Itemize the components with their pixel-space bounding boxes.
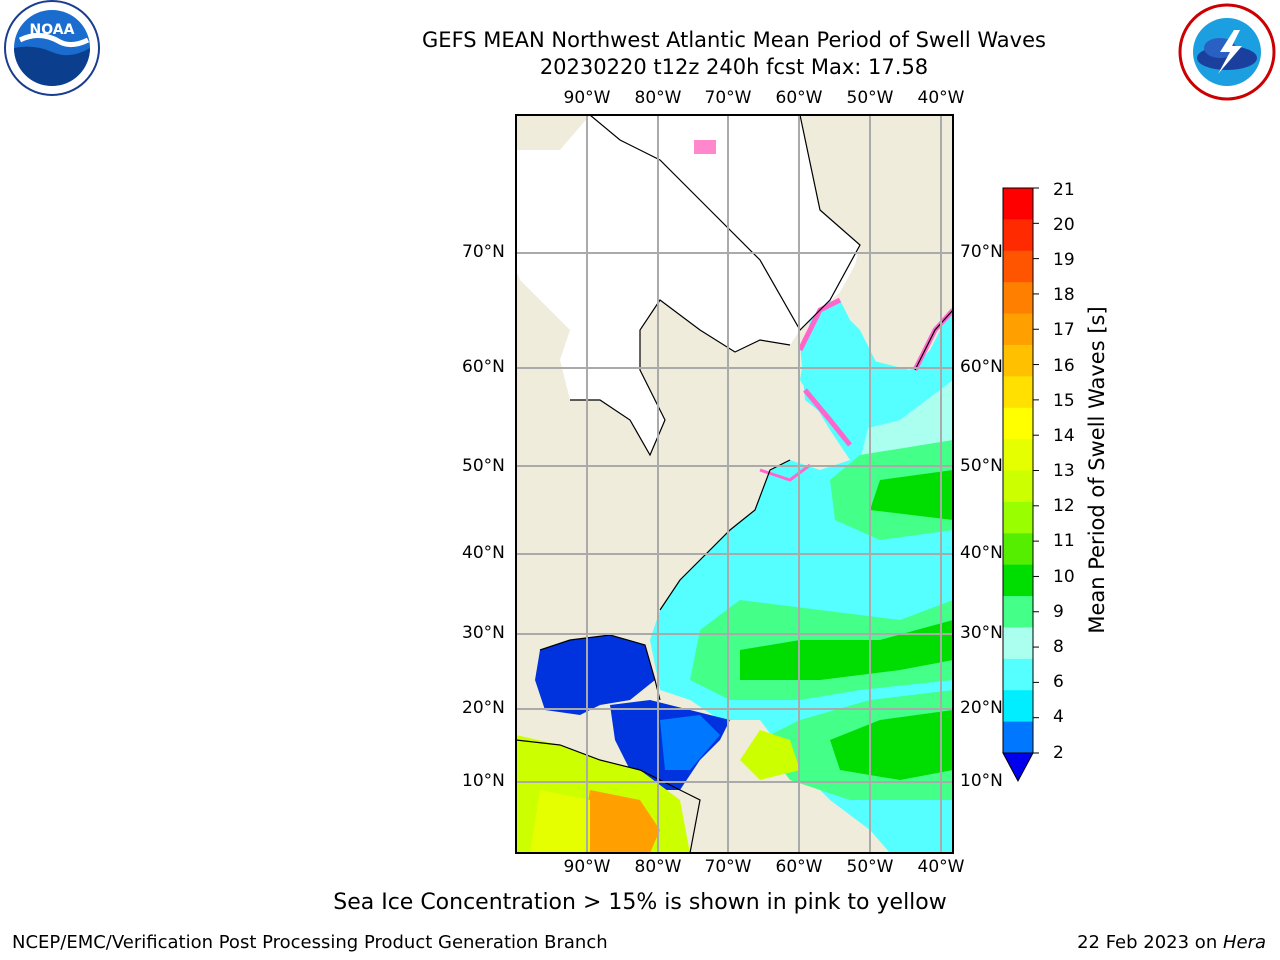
ice-note: Sea Ice Concentration > 15% is shown in …	[333, 890, 947, 915]
colorbar-tick: 16	[1053, 356, 1075, 376]
colorbar-tick: 21	[1053, 180, 1075, 200]
colorbar-segment	[1003, 376, 1033, 409]
lon-label-bottom: 40°W	[917, 857, 965, 877]
colorbar-segment	[1003, 627, 1033, 660]
lat-label-right: 70°N	[960, 242, 1003, 262]
colorbar-segment	[1003, 407, 1033, 440]
lon-label-top: 50°W	[846, 88, 894, 108]
colorbar-segment	[1003, 501, 1033, 534]
colorbar-segment	[1003, 596, 1033, 628]
lat-label-left: 10°N	[462, 771, 505, 791]
lon-label-top: 40°W	[917, 88, 965, 108]
lat-label-left: 60°N	[462, 357, 505, 377]
colorbar-tick: 2	[1053, 743, 1064, 763]
colorbar-segment	[1003, 219, 1033, 252]
colorbar-segment	[1003, 721, 1033, 754]
map-frame	[515, 114, 954, 854]
colorbar-segment	[1003, 470, 1033, 503]
footer-credit: NCEP/EMC/Verification Post Processing Pr…	[12, 932, 608, 953]
lat-label-left: 50°N	[462, 456, 505, 476]
noaa-logo: NOAA	[4, 0, 100, 96]
lat-label-left: 30°N	[462, 623, 505, 643]
lat-label-right: 30°N	[960, 623, 1003, 643]
colorbar-tick: 6	[1053, 672, 1064, 692]
lat-label-right: 60°N	[960, 357, 1003, 377]
lon-label-top: 90°W	[563, 88, 611, 108]
colorbar-segment	[1003, 690, 1033, 723]
lat-label-right: 50°N	[960, 456, 1003, 476]
colorbar	[1002, 187, 1039, 783]
colorbar-tick: 11	[1053, 531, 1075, 551]
footer-date-text: 22 Feb 2023 on	[1077, 932, 1223, 953]
lon-label-bottom: 90°W	[563, 857, 611, 877]
colorbar-tick: 10	[1053, 567, 1075, 587]
colorbar-tick: 18	[1053, 285, 1075, 305]
lon-label-top: 80°W	[634, 88, 682, 108]
noaa-logo-text: NOAA	[30, 22, 75, 38]
lon-label-bottom: 70°W	[704, 857, 752, 877]
colorbar-tick: 9	[1053, 602, 1064, 622]
lon-label-bottom: 80°W	[634, 857, 682, 877]
colorbar-tick: 12	[1053, 496, 1075, 516]
colorbar-segment	[1003, 250, 1033, 283]
lat-label-left: 70°N	[462, 242, 505, 262]
colorbar-tick: 17	[1053, 320, 1075, 340]
lon-label-top: 60°W	[775, 88, 823, 108]
chart-subtitle: 20230220 t12z 240h fcst Max: 17.58	[539, 55, 929, 79]
colorbar-extend-triangle	[1002, 752, 1034, 783]
colorbar-segment	[1003, 564, 1033, 597]
ice-region-canada	[516, 115, 860, 455]
colorbar-label: Mean Period of Swell Waves [s]	[1085, 306, 1109, 634]
map-gridlines	[516, 115, 953, 853]
colorbar-tick: 8	[1053, 637, 1064, 657]
colorbar-tick: 13	[1053, 461, 1075, 481]
colorbar-segment	[1003, 313, 1033, 346]
lat-label-right: 10°N	[960, 771, 1003, 791]
lon-label-top: 70°W	[704, 88, 752, 108]
colorbar-tick: 20	[1053, 215, 1075, 235]
chart-title: GEFS MEAN Northwest Atlantic Mean Period…	[422, 28, 1046, 52]
colorbar-segment	[1003, 658, 1033, 691]
colorbar-tick: 14	[1053, 426, 1075, 446]
lat-label-right: 40°N	[960, 543, 1003, 563]
lat-label-left: 40°N	[462, 543, 505, 563]
colorbar-segment	[1003, 282, 1033, 315]
gulf-of-mexico	[535, 635, 655, 715]
colorbar-tick: 4	[1053, 707, 1064, 727]
colorbar-segment	[1003, 533, 1033, 566]
colorbar-segment	[1003, 344, 1033, 377]
colorbar-segment	[1003, 439, 1033, 471]
nws-logo	[1178, 3, 1276, 101]
lat-label-left: 20°N	[462, 698, 505, 718]
colorbar-tick: 15	[1053, 391, 1075, 411]
footer-host: Hera	[1222, 932, 1266, 953]
lat-label-right: 20°N	[960, 698, 1003, 718]
colorbar-tick: 19	[1053, 250, 1075, 270]
colorbar-segment	[1003, 188, 1033, 220]
footer-date: 22 Feb 2023 on Hera	[1077, 932, 1266, 953]
lon-label-bottom: 50°W	[846, 857, 894, 877]
lon-label-bottom: 60°W	[775, 857, 823, 877]
